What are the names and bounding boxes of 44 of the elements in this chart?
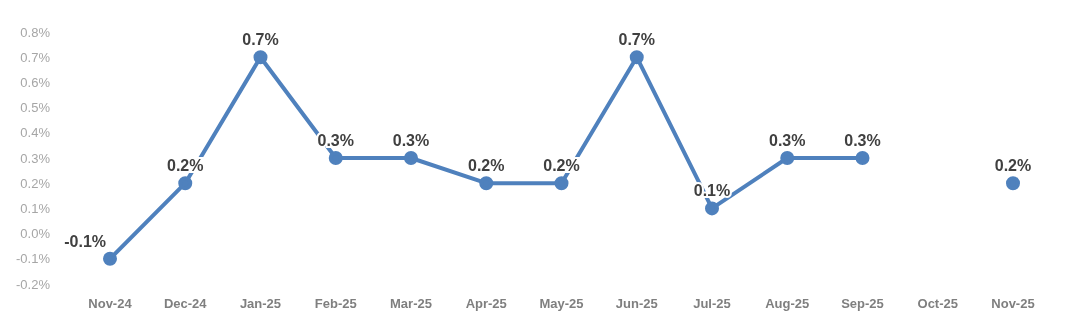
y-tick-label: 0.5% [20, 100, 51, 116]
point [253, 50, 268, 65]
x-tick-label: Oct-25 [917, 296, 958, 311]
point [554, 176, 569, 191]
y-tick-label: -0.2% [16, 276, 51, 292]
data-label: 0.2% [994, 157, 1032, 175]
data-label: 0.3% [392, 132, 430, 149]
point [855, 151, 870, 165]
point [629, 50, 644, 65]
y-tick-label: 0.0% [20, 226, 51, 242]
data-label: 0.7% [618, 31, 655, 49]
x-tick-label: May-25 [539, 296, 584, 311]
point [328, 151, 343, 165]
y-tick-label: 0.1% [20, 201, 51, 217]
data-label: 0.3% [769, 132, 806, 149]
x-tick-label: Feb-25 [314, 296, 357, 311]
y-tick-label: 0.3% [20, 150, 51, 166]
y-tick-label: 0.4% [20, 125, 51, 141]
point [705, 201, 719, 216]
x-tick-label: Jul-25 [693, 296, 731, 311]
point [780, 151, 795, 165]
x-tick-label: Aug-25 [765, 296, 810, 311]
x-tick-label: Jun-25 [615, 296, 658, 311]
x-tick-label: Sep-25 [841, 296, 884, 311]
x-tick-label: Nov-25 [991, 296, 1035, 311]
x-tick-label: Jan-25 [239, 296, 282, 311]
x-tick-label: Apr-25 [465, 296, 507, 311]
data-label: -0.1% [64, 232, 106, 250]
x-tick-label: Mar-25 [390, 296, 432, 311]
y-tick-label: -0.1% [16, 251, 51, 267]
y-tick-label: 0.8% [20, 24, 51, 40]
x-tick-label: Nov-24 [88, 296, 133, 311]
point [479, 176, 494, 191]
y-tick-label: 0.7% [20, 49, 51, 65]
point [1006, 176, 1020, 191]
point [103, 251, 117, 266]
data-label: 0.2% [468, 157, 505, 175]
data-label: 0.7% [242, 31, 279, 49]
data-label: 0.3% [844, 132, 881, 149]
point [404, 151, 418, 165]
y-tick-label: 0.2% [20, 175, 51, 191]
y-tick-label: 0.6% [20, 75, 51, 91]
point [178, 176, 193, 191]
x-tick-label: Dec-24 [163, 296, 208, 311]
